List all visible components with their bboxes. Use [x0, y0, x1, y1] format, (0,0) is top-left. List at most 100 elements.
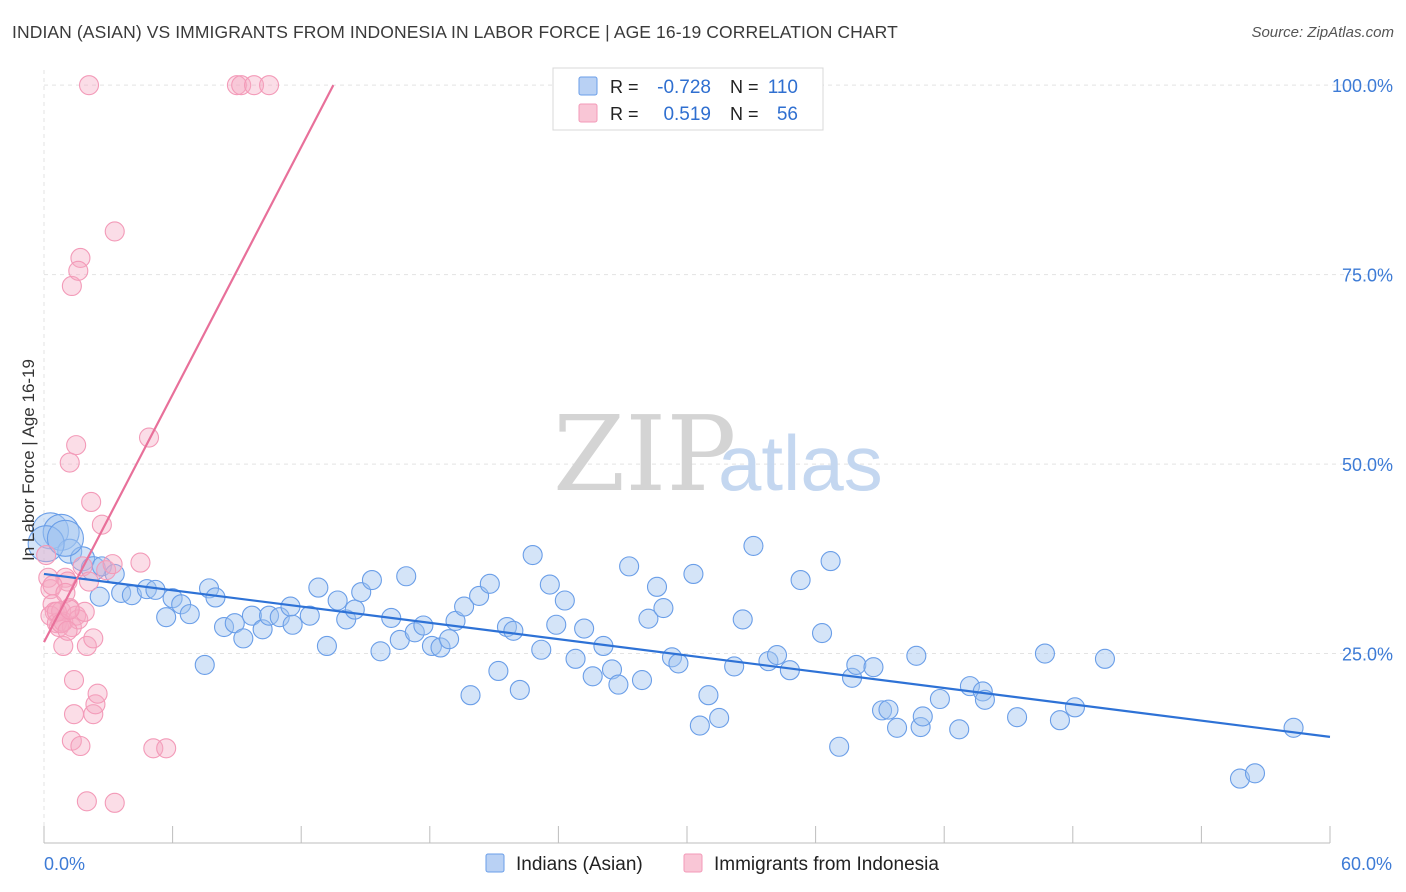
- point-s0-109: [46, 519, 84, 557]
- point-s0-75: [689, 715, 710, 736]
- point-s0-22: [241, 605, 262, 626]
- point-s0-96: [949, 719, 970, 740]
- legend-swatch-blue: [578, 76, 598, 96]
- point-s0-69: [653, 598, 674, 619]
- watermark-atlas: atlas: [718, 419, 883, 507]
- point-s0-55: [531, 639, 552, 660]
- legend-n-value-1: 110: [768, 77, 798, 98]
- point-s0-105: [1229, 768, 1251, 789]
- axes: [43, 70, 1331, 844]
- legend-n-label-2: N =: [730, 104, 759, 124]
- point-s1-44: [226, 75, 247, 96]
- point-s1-37: [76, 791, 97, 812]
- legend-r-label-2: R =: [610, 104, 639, 124]
- point-s0-39: [396, 566, 417, 587]
- point-s0-16: [194, 654, 215, 675]
- point-s0-24: [258, 605, 280, 626]
- point-s0-20: [224, 613, 245, 634]
- watermark-zip: ZIP: [553, 393, 736, 515]
- point-s0-50: [488, 660, 509, 682]
- point-s0-31: [327, 590, 348, 611]
- point-s0-90: [878, 699, 899, 720]
- point-s1-20: [74, 601, 95, 622]
- point-s0-43: [430, 637, 451, 658]
- point-s0-74: [709, 707, 730, 729]
- point-s0-28: [299, 605, 320, 626]
- legend-r-value-2: 0.519: [663, 104, 711, 125]
- bottom-legend: Indians (Asian) Immigrants from Indonesi…: [485, 853, 939, 875]
- point-s0-85: [829, 736, 850, 757]
- point-s0-83: [811, 623, 833, 644]
- point-s0-15: [179, 604, 200, 625]
- point-s0-71: [668, 653, 689, 674]
- point-s0-59: [565, 648, 586, 669]
- point-s0-73: [698, 685, 719, 706]
- legend-box: [552, 67, 824, 131]
- point-s0-30: [316, 635, 337, 657]
- point-s1-2: [40, 579, 61, 600]
- point-s0-57: [546, 614, 567, 635]
- point-s1-46: [243, 75, 265, 96]
- point-s0-53: [509, 679, 530, 700]
- point-s1-18: [70, 247, 91, 268]
- point-s0-14: [156, 607, 177, 628]
- point-s0-103: [1064, 697, 1085, 718]
- point-s0-29: [308, 577, 329, 598]
- point-s0-78: [743, 535, 764, 556]
- bottom-legend-label-2: Immigrants from Indonesia: [714, 854, 939, 875]
- point-s0-99: [974, 689, 995, 710]
- point-s0-87: [846, 654, 867, 675]
- x-tick-label-0: 0.0%: [44, 854, 85, 874]
- point-s0-63: [601, 659, 623, 680]
- point-s0-89: [871, 700, 893, 721]
- point-s0-94: [912, 706, 933, 727]
- point-s0-101: [1034, 643, 1055, 664]
- point-s0-64: [608, 674, 629, 695]
- point-s1-34: [59, 452, 80, 473]
- point-s0-88: [863, 657, 884, 678]
- point-s0-107: [1283, 717, 1304, 738]
- point-s0-1: [42, 513, 80, 551]
- point-s1-47: [258, 75, 280, 96]
- point-s0-58: [554, 590, 575, 611]
- point-s0-8: [89, 586, 110, 607]
- point-s0-106: [1244, 763, 1266, 784]
- grid-lines: [44, 84, 1392, 655]
- point-s0-82: [790, 569, 811, 591]
- trend-lines: [43, 84, 1331, 738]
- point-s1-31: [61, 275, 82, 297]
- point-s1-43: [78, 75, 100, 96]
- point-s0-95: [929, 688, 950, 710]
- point-s0-52: [503, 620, 524, 641]
- point-s1-52: [59, 599, 80, 620]
- point-s0-80: [766, 645, 788, 666]
- point-s1-0: [36, 544, 57, 566]
- point-s0-65: [619, 556, 640, 577]
- data-points: [27, 75, 1304, 813]
- point-s1-9: [53, 635, 74, 657]
- point-s0-35: [361, 569, 382, 591]
- legend-r-value-1: -0.728: [657, 77, 711, 98]
- point-s0-84: [820, 551, 841, 572]
- bottom-legend-label-1: Indians (Asian): [516, 854, 643, 875]
- point-s1-54: [83, 628, 104, 649]
- point-s0-41: [413, 615, 434, 636]
- point-s0-42: [421, 635, 442, 657]
- point-s0-47: [460, 685, 481, 706]
- point-s1-33: [66, 435, 87, 456]
- point-s0-46: [454, 596, 475, 617]
- legend-r-label-1: R =: [610, 77, 639, 97]
- point-s0-91: [886, 717, 908, 738]
- point-s1-38: [104, 792, 125, 813]
- point-s0-68: [646, 576, 668, 597]
- trend-line-0: [43, 572, 1331, 738]
- stats-legend: R = -0.728 N = 110 R = 0.519 N = 56: [552, 67, 824, 131]
- point-s1-40: [138, 427, 160, 448]
- point-s0-102: [1049, 710, 1070, 731]
- point-s0-92: [906, 645, 927, 666]
- x-tick-label-1: 60.0%: [1341, 854, 1392, 874]
- point-s0-104: [1094, 648, 1115, 669]
- point-s0-33: [344, 599, 365, 620]
- point-s0-27: [282, 614, 303, 635]
- trend-line-1: [43, 84, 335, 643]
